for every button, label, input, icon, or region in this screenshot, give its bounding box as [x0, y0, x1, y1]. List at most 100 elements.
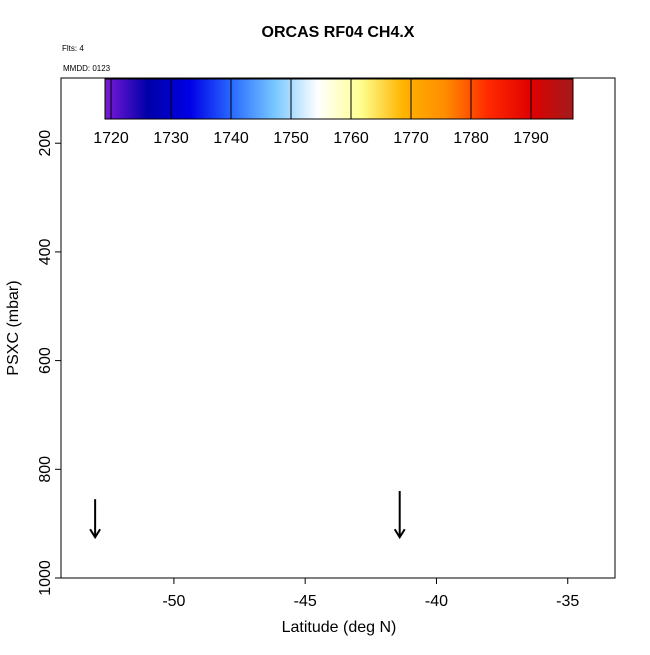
- observation-point: [398, 438, 407, 447]
- observation-point: [369, 250, 378, 259]
- observation-point: [390, 489, 399, 498]
- observation-point: [93, 367, 102, 376]
- observation-point: [350, 484, 360, 493]
- observation-point: [235, 242, 244, 251]
- observation-point: [385, 329, 394, 338]
- observation-point: [91, 334, 100, 343]
- y-axis: 200 400 600 800 1000: [37, 130, 62, 596]
- x-axis-label: Latitude (deg N): [282, 619, 397, 636]
- observation-point: [469, 253, 478, 262]
- observation-point: [427, 280, 436, 289]
- observation-point: [293, 236, 302, 246]
- observation-point: [361, 236, 370, 246]
- observation-point: [277, 389, 286, 398]
- date-note: MMDD: 0123: [63, 64, 111, 73]
- observation-point: [424, 253, 433, 262]
- x-axis: -50 -45 -40 -35: [162, 577, 579, 610]
- observation-point: [484, 383, 494, 392]
- observation-point: [455, 239, 465, 248]
- observation-point: [287, 272, 297, 281]
- observation-point: [211, 136, 221, 145]
- observation-point: [196, 128, 205, 137]
- observation-points: [85, 128, 593, 501]
- observation-point: [104, 274, 113, 284]
- colorbar-strip: [105, 79, 573, 119]
- observation-point: [495, 128, 504, 137]
- observation-point: [88, 438, 97, 447]
- observation-point: [227, 158, 236, 167]
- y-tick-label: 600: [37, 347, 54, 374]
- x-tick-label: -40: [425, 593, 448, 610]
- observation-point: [256, 212, 265, 221]
- observation-point: [109, 239, 118, 248]
- observation-point: [324, 378, 333, 387]
- observation-point: [542, 397, 551, 406]
- observation-point: [406, 399, 415, 409]
- observation-point: [516, 323, 525, 333]
- observation-point: [553, 329, 562, 338]
- observation-point: [238, 307, 247, 316]
- observation-point: [540, 370, 549, 379]
- observation-point: [392, 261, 402, 270]
- observation-point: [193, 489, 202, 498]
- colorbar-tick-label: 1750: [273, 130, 309, 147]
- observation-point: [542, 438, 551, 447]
- observation-point: [125, 177, 134, 186]
- observation-point: [461, 236, 470, 246]
- observation-point: [356, 269, 365, 278]
- observation-point: [561, 128, 570, 137]
- y-tick-label: 400: [37, 238, 54, 265]
- observation-point: [442, 438, 452, 447]
- surface-arrow-head: [89, 528, 101, 540]
- observation-point: [285, 310, 294, 319]
- colorbar: 1720 1730 1740 1750 1760 1770 1780 1790: [93, 78, 574, 147]
- observation-point: [455, 383, 465, 392]
- observation-point: [295, 438, 305, 447]
- observation-point: [519, 435, 528, 444]
- observation-point: [232, 389, 242, 398]
- surface-arrows: [89, 491, 406, 540]
- colorbar-ticks: 1720 1730 1740 1750 1760 1770 1780 1790: [93, 79, 549, 147]
- x-tick-label: -45: [294, 593, 317, 610]
- observation-point: [85, 394, 94, 403]
- observation-point: [558, 239, 567, 248]
- observation-point: [264, 337, 273, 346]
- colorbar-tick-label: 1780: [453, 130, 489, 147]
- colorbar-tick-label: 1740: [213, 130, 249, 147]
- observation-point: [466, 128, 475, 137]
- observation-point: [256, 440, 265, 449]
- observation-point: [203, 274, 213, 284]
- observation-point: [261, 489, 270, 498]
- observation-point: [240, 272, 249, 281]
- colorbar-tick-label: 1790: [513, 130, 549, 147]
- observation-point: [329, 454, 339, 463]
- observation-point: [301, 334, 310, 343]
- observation-point: [151, 128, 160, 137]
- observation-point: [495, 399, 504, 409]
- observation-point: [248, 489, 257, 498]
- chart-title: ORCAS RF04 CH4.X: [262, 24, 415, 41]
- observation-point: [584, 236, 593, 246]
- observation-point: [329, 489, 339, 498]
- observation-point: [240, 185, 249, 194]
- observation-point: [185, 128, 194, 137]
- observation-point: [392, 236, 402, 246]
- observation-point: [403, 329, 412, 338]
- observation-point: [140, 133, 150, 142]
- observation-point: [432, 185, 441, 194]
- observation-point: [416, 484, 425, 493]
- observation-point: [159, 128, 168, 137]
- observation-point: [203, 128, 213, 137]
- observation-point: [209, 345, 218, 354]
- observation-point: [406, 438, 415, 447]
- observation-point: [469, 236, 478, 246]
- surface-arrow-head: [393, 528, 406, 540]
- observation-point: [167, 128, 176, 137]
- observation-point: [238, 438, 247, 447]
- observation-point: [461, 272, 470, 281]
- y-axis-label: PSXC (mbar): [5, 280, 22, 375]
- colorbar-tick-label: 1730: [153, 130, 189, 147]
- flights-note: Flts: 4: [62, 44, 84, 53]
- observation-point: [93, 478, 102, 487]
